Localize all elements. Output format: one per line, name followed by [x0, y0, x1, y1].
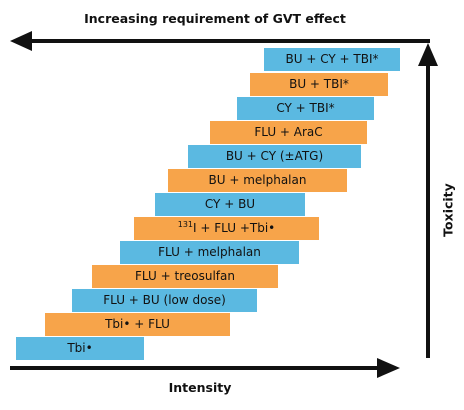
regimen-bar: CY + TBI*: [237, 97, 374, 120]
isotope-superscript: 131: [177, 220, 194, 229]
regimen-bar: CY + BU: [155, 193, 305, 216]
top-left-arrow: [10, 31, 430, 51]
regimen-bar: FLU + treosulfan: [92, 265, 278, 288]
regimen-bar: 131I + FLU +Tbi•: [134, 217, 319, 240]
regimen-label: FLU + melphalan: [158, 245, 261, 259]
regimen-label: BU + TBI*: [289, 77, 349, 91]
regimen-bar: Tbi•: [16, 337, 144, 360]
regimen-label: Tbi• + FLU: [105, 317, 170, 331]
regimen-label: CY + BU: [204, 197, 256, 211]
regimen-label: Tbi•: [67, 341, 93, 355]
regimen-label: FLU + AraC: [254, 125, 323, 139]
regimen-label: I + FLU +Tbi•: [193, 221, 276, 235]
regimen-bar: BU + CY (±ATG): [188, 145, 361, 168]
regimen-bar: Tbi• + FLU: [45, 313, 230, 336]
regimen-label: BU + CY + TBI*: [285, 52, 379, 66]
diagram-title: Increasing requirement of GVT effect: [84, 11, 346, 26]
regimen-bar: BU + TBI*: [250, 73, 388, 96]
regimen-bar: BU + melphalan: [168, 169, 347, 192]
regimen-label: FLU + treosulfan: [135, 269, 235, 283]
regimen-bar: FLU + BU (low dose): [72, 289, 257, 312]
regimen-bar: FLU + AraC: [210, 121, 367, 144]
regimen-label: BU + CY (±ATG): [225, 149, 324, 163]
toxicity-up-arrow: [418, 43, 438, 358]
regimen-bar: BU + CY + TBI*: [264, 48, 400, 71]
regimen-label: BU + melphalan: [208, 173, 307, 187]
toxicity-axis-label: Toxicity: [440, 183, 456, 237]
intensity-axis-label: Intensity: [168, 380, 232, 395]
regimen-label: CY + TBI*: [276, 101, 335, 115]
intensity-right-arrow: [10, 358, 400, 378]
regimen-bar: FLU + melphalan: [120, 241, 299, 264]
regimen-label: FLU + BU (low dose): [103, 293, 226, 307]
